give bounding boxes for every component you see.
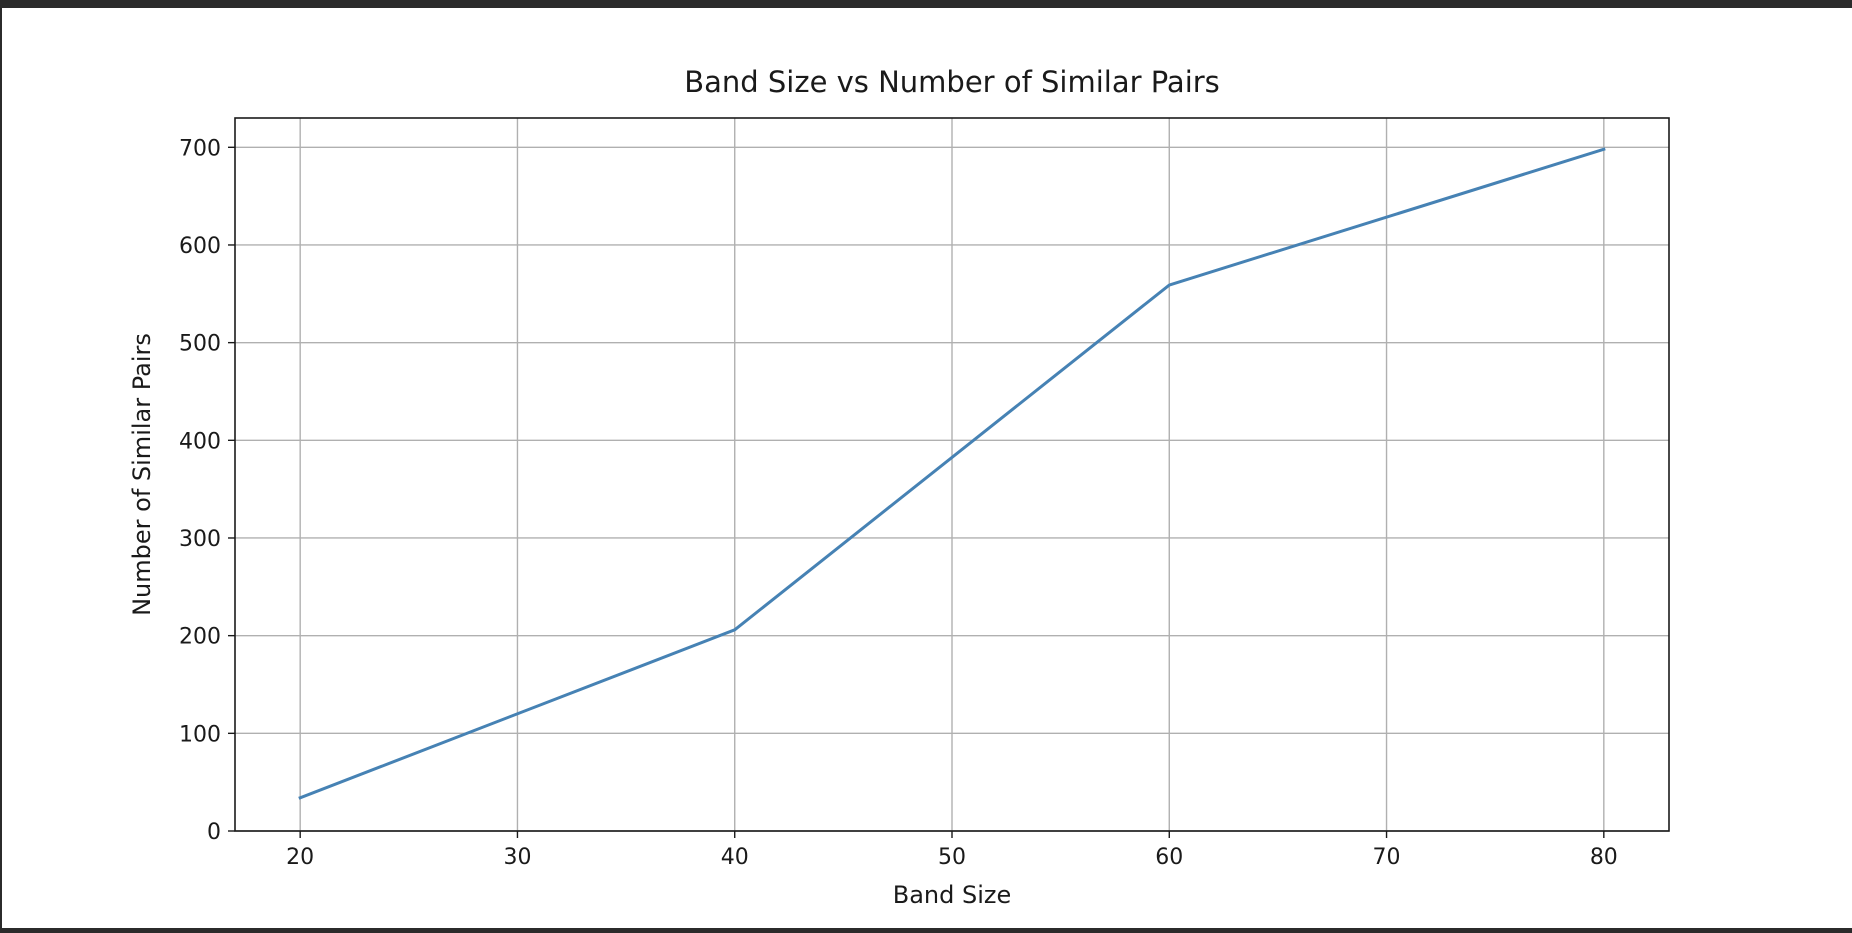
x-tick-label: 30 bbox=[503, 845, 531, 870]
x-tick-label: 60 bbox=[1155, 845, 1183, 870]
line-chart: 20 30 40 50 60 70 80 0 100 200 300 400 500 600 700 Ban… bbox=[128, 65, 1670, 909]
x-axis-label: Band Size bbox=[893, 881, 1012, 909]
x-tick-label: 70 bbox=[1373, 845, 1401, 870]
figure-canvas: 20 30 40 50 60 70 80 0 100 200 300 400 500 600 700 Ban… bbox=[2, 8, 1852, 928]
y-axis-label: Number of Similar Pairs bbox=[128, 333, 156, 616]
x-tick-label: 40 bbox=[721, 845, 749, 870]
y-tick-label: 600 bbox=[179, 234, 221, 259]
y-tick-label: 0 bbox=[207, 820, 221, 845]
x-tick-label: 50 bbox=[938, 845, 966, 870]
y-tick-label: 300 bbox=[179, 527, 221, 552]
grid-lines bbox=[235, 118, 1669, 832]
y-tick-label: 500 bbox=[179, 332, 221, 357]
series-layer bbox=[298, 147, 1606, 800]
y-tick-label: 400 bbox=[179, 429, 221, 454]
y-tick-label: 100 bbox=[179, 722, 221, 747]
x-tick-label: 20 bbox=[286, 845, 314, 870]
y-tick-label: 200 bbox=[179, 625, 221, 650]
axis-ticks: 20 30 40 50 60 70 80 0 100 200 300 400 500 600 700 bbox=[179, 136, 1618, 870]
x-tick-label: 80 bbox=[1590, 845, 1618, 870]
chart-title: Band Size vs Number of Similar Pairs bbox=[684, 65, 1220, 99]
series-line bbox=[298, 147, 1606, 800]
y-tick-label: 700 bbox=[179, 136, 221, 161]
